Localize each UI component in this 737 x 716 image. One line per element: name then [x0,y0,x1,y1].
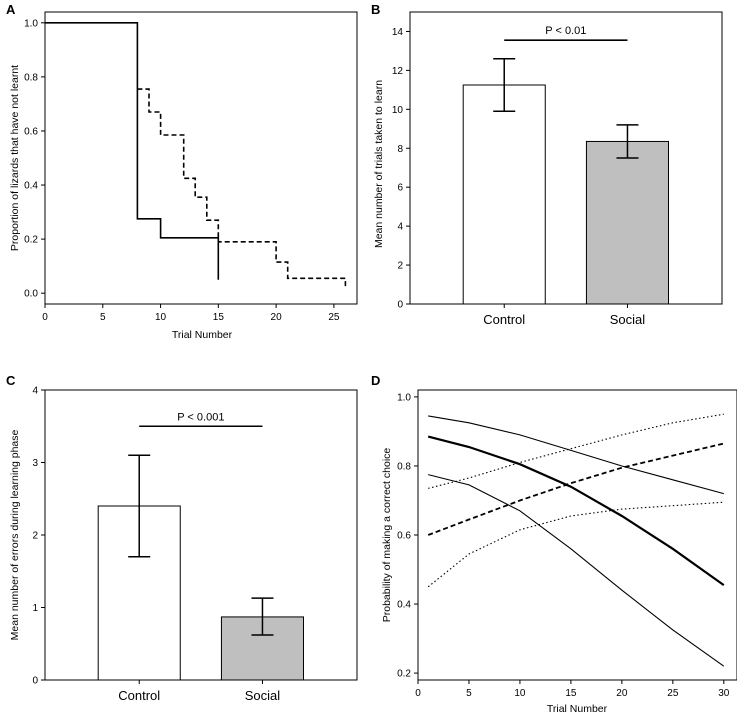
panel-b-significance-label: P < 0.01 [545,25,586,37]
panel-c-ytick-label: 2 [32,531,38,542]
panel-d-ylabel: Probability of making a correct choice [381,448,393,623]
panel-b-ytick-label: 6 [397,183,403,194]
panel-d-ytick-label: 0.6 [397,531,411,542]
panel-d-xtick-label: 15 [565,688,577,699]
panel-a-xtick-label: 0 [42,312,48,323]
panel-a: A 0.0 0.2 0.4 0.6 0.8 1.0 0 5 10 15 20 25 Trial Num… [6,2,358,341]
panel-b-ytick-label: 8 [397,144,403,155]
panel-c-label: C [6,373,16,388]
panel-a-ytick-label: 0.6 [24,126,38,137]
panel-d-xtick-label: 0 [415,688,421,699]
panel-a-ytick-label: 0.4 [24,181,38,192]
panel-d-ytick-label: 0.8 [397,461,411,472]
panel-c-ylabel: Mean number of errors during learning ph… [9,429,21,640]
panel-d-xtick-label: 10 [514,688,526,699]
panel-d-series-0 [427,435,725,586]
panel-d-plot: 0.2 0.4 0.6 0.8 1.0 0 5 10 15 20 25 30 [397,389,737,699]
panel-a-frame [44,11,358,305]
panel-b-ylabel: Mean number of trials taken to learn [373,80,385,248]
panel-c-category-label: Social [245,688,281,703]
panel-b-ytick-label: 0 [397,300,403,311]
panel-a-label: A [6,2,16,17]
panel-d-xtick-label: 20 [616,688,628,699]
panel-d-series-1 [428,415,724,495]
panel-d-series-3 [427,442,725,536]
panel-d-frame [417,389,737,681]
panel-c-ytick-label: 0 [32,676,38,687]
panel-d-series-4 [428,413,724,489]
panel-a-xtick-label: 20 [271,312,283,323]
panel-d-series-2 [428,474,725,667]
panel-a-xlabel: Trial Number [172,329,233,341]
panel-b-ytick-label: 2 [397,261,403,272]
panel-b-ytick-label: 10 [392,105,404,116]
panel-c-ytick-label: 4 [32,386,38,397]
panel-b-bar-control [462,84,546,305]
panel-a-xtick-label: 25 [328,312,340,323]
panel-a-xtick-label: 15 [213,312,225,323]
panel-d-xtick-label: 5 [466,688,472,699]
panel-c-ytick-label: 1 [32,603,38,614]
panel-b-ytick-label: 12 [392,66,404,77]
panel-d-label: D [371,373,380,388]
panel-a-ylabel: Proportion of lizards that have not lear… [9,65,21,251]
panel-d-series-5 [427,501,724,588]
panel-d-xtick-label: 25 [667,688,679,699]
panel-a-series-social [45,21,220,280]
panel-b: B 0 2 4 6 8 10 12 14 Control Social P < 0.01 Mean … [371,2,723,327]
panel-c: C 0 1 2 3 4 Control Social P < 0.001 Mean numbe… [6,373,358,703]
panel-a-xtick-label: 5 [100,312,106,323]
panel-b-bar-social [585,140,669,305]
panel-b-category-label: Control [483,312,525,327]
panel-c-significance-label: P < 0.001 [177,411,224,423]
panel-d-xlabel: Trial Number [547,703,608,715]
panel-c-plot: 0 1 2 3 4 Control Social P < 0.001 [32,386,358,703]
panel-c-frame [44,389,358,681]
panel-b-frame [409,11,723,305]
panel-c-category-label: Control [118,688,160,703]
panel-d-ytick-label: 0.2 [397,669,411,680]
panel-a-plot: 0.0 0.2 0.4 0.6 0.8 1.0 0 5 10 15 20 25 [24,11,358,323]
panel-d-xtick-label: 30 [718,688,730,699]
panel-a-xtick-label: 10 [155,312,167,323]
panel-a-ytick-label: 0.0 [24,289,38,300]
panel-b-label: B [371,2,380,17]
panel-b-plot: 0 2 4 6 8 10 12 14 Control Social P < 0.01 [392,11,723,327]
panel-d: D 0.2 0.4 0.6 0.8 1.0 0 5 10 15 20 25 30 Trial Numb… [371,373,737,715]
panel-d-ytick-label: 1.0 [397,392,411,403]
panel-b-ytick-label: 14 [392,27,404,38]
panel-a-ytick-label: 1.0 [24,18,38,29]
panel-c-ytick-label: 3 [32,458,38,469]
panel-a-ytick-label: 0.2 [24,235,38,246]
panel-a-ytick-label: 0.8 [24,72,38,83]
panel-d-ytick-label: 0.4 [397,600,411,611]
panel-b-category-label: Social [610,312,646,327]
panel-a-series-control [137,88,347,288]
panel-b-ytick-label: 4 [397,222,403,233]
